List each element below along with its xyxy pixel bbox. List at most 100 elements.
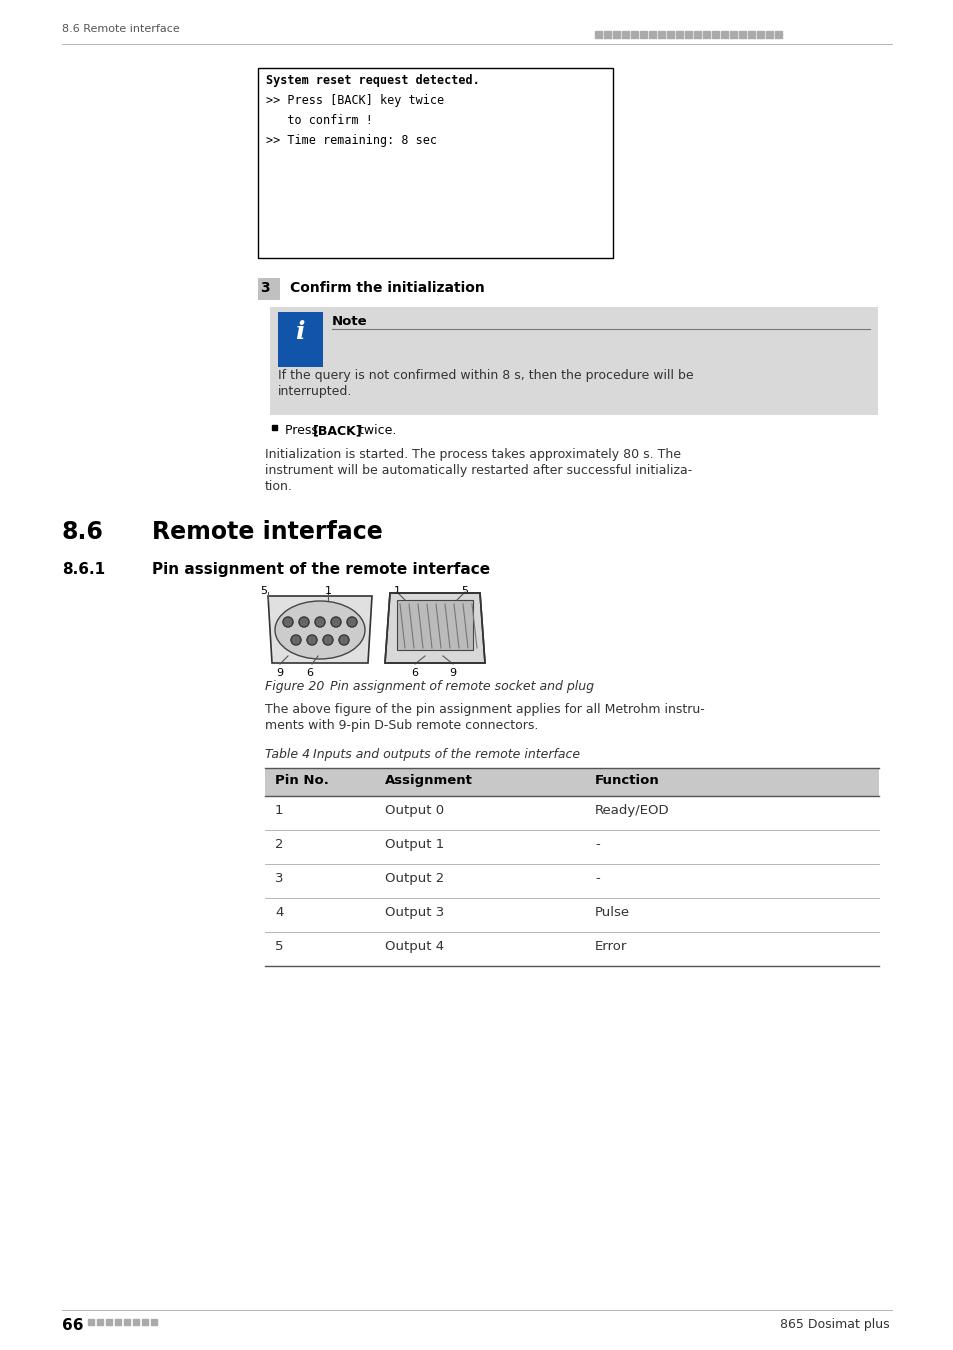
Bar — [277, 312, 323, 367]
Text: 5: 5 — [274, 940, 283, 953]
Text: 4: 4 — [274, 906, 283, 919]
Bar — [595, 31, 601, 38]
Text: System reset request detected.: System reset request detected. — [266, 74, 479, 86]
Text: Output 2: Output 2 — [385, 872, 444, 886]
Text: to confirm !: to confirm ! — [266, 113, 373, 127]
Circle shape — [291, 634, 301, 645]
Circle shape — [338, 634, 349, 645]
Text: 3: 3 — [260, 281, 270, 296]
Text: Figure 20: Figure 20 — [265, 680, 324, 693]
Bar — [257, 68, 613, 258]
Text: Assignment: Assignment — [385, 774, 473, 787]
Bar — [774, 31, 781, 38]
Bar — [729, 31, 737, 38]
Bar — [97, 1319, 103, 1324]
Text: >> Time remaining: 8 sec: >> Time remaining: 8 sec — [266, 134, 436, 147]
Polygon shape — [268, 595, 372, 663]
Text: Function: Function — [595, 774, 659, 787]
Text: tion.: tion. — [265, 481, 293, 493]
Circle shape — [283, 617, 293, 626]
Text: Output 0: Output 0 — [385, 805, 444, 817]
Text: Press: Press — [285, 424, 321, 437]
Text: -: - — [595, 838, 599, 850]
Bar — [711, 31, 719, 38]
Circle shape — [323, 634, 333, 645]
Bar — [757, 31, 763, 38]
Text: interrupted.: interrupted. — [277, 385, 352, 398]
Bar — [658, 31, 664, 38]
Circle shape — [331, 617, 340, 626]
Bar — [88, 1319, 94, 1324]
Text: Pin No.: Pin No. — [274, 774, 329, 787]
Text: -: - — [595, 872, 599, 886]
Bar — [115, 1319, 121, 1324]
Text: 6: 6 — [306, 668, 314, 678]
Text: 9: 9 — [276, 668, 283, 678]
Bar — [639, 31, 646, 38]
Bar — [747, 31, 754, 38]
Text: 8.6: 8.6 — [62, 520, 104, 544]
Polygon shape — [385, 593, 484, 663]
Text: 8.6 Remote interface: 8.6 Remote interface — [62, 24, 179, 34]
Bar — [666, 31, 673, 38]
Bar — [124, 1319, 130, 1324]
Text: 865 Dosimat plus: 865 Dosimat plus — [780, 1318, 889, 1331]
Bar — [621, 31, 628, 38]
Text: 6: 6 — [411, 668, 418, 678]
Text: 5: 5 — [260, 586, 267, 595]
Ellipse shape — [274, 601, 365, 659]
Circle shape — [298, 617, 309, 626]
Bar — [396, 599, 473, 649]
Bar — [693, 31, 700, 38]
Circle shape — [307, 634, 316, 645]
Bar — [132, 1319, 139, 1324]
Bar — [272, 425, 276, 431]
Text: Pin assignment of the remote interface: Pin assignment of the remote interface — [152, 562, 490, 576]
Bar — [720, 31, 727, 38]
Text: instrument will be automatically restarted after successful initializa-: instrument will be automatically restart… — [265, 464, 692, 477]
Text: 5: 5 — [461, 586, 468, 595]
Text: Output 3: Output 3 — [385, 906, 444, 919]
Text: If the query is not confirmed within 8 s, then the procedure will be: If the query is not confirmed within 8 s… — [277, 369, 693, 382]
Text: Ready/EOD: Ready/EOD — [595, 805, 669, 817]
Text: 8.6.1: 8.6.1 — [62, 562, 105, 576]
Bar — [765, 31, 772, 38]
Text: Initialization is started. The process takes approximately 80 s. The: Initialization is started. The process t… — [265, 448, 680, 460]
Text: Error: Error — [595, 940, 627, 953]
Bar — [265, 768, 878, 796]
Text: 2: 2 — [274, 838, 283, 850]
Text: Table 4: Table 4 — [265, 748, 310, 761]
Text: Pin assignment of remote socket and plug: Pin assignment of remote socket and plug — [330, 680, 594, 693]
Bar — [106, 1319, 112, 1324]
Text: Note: Note — [332, 315, 367, 328]
Text: Output 1: Output 1 — [385, 838, 444, 850]
Text: [BACK]: [BACK] — [313, 424, 362, 437]
Bar — [684, 31, 691, 38]
Text: 3: 3 — [274, 872, 283, 886]
Text: Confirm the initialization: Confirm the initialization — [290, 281, 484, 296]
Bar — [630, 31, 638, 38]
Text: 66: 66 — [62, 1318, 84, 1332]
Text: 1: 1 — [274, 805, 283, 817]
Text: ments with 9-pin D-Sub remote connectors.: ments with 9-pin D-Sub remote connectors… — [265, 720, 537, 732]
Text: 1: 1 — [393, 586, 400, 595]
Text: 9: 9 — [449, 668, 456, 678]
Text: Inputs and outputs of the remote interface: Inputs and outputs of the remote interfa… — [313, 748, 579, 761]
Text: The above figure of the pin assignment applies for all Metrohm instru-: The above figure of the pin assignment a… — [265, 703, 704, 716]
Text: 1: 1 — [324, 586, 331, 595]
Bar — [142, 1319, 148, 1324]
Bar — [739, 31, 745, 38]
Text: Pulse: Pulse — [595, 906, 630, 919]
Text: >> Press [BACK] key twice: >> Press [BACK] key twice — [266, 95, 444, 107]
Text: i: i — [294, 320, 304, 344]
Bar — [702, 31, 709, 38]
Text: Output 4: Output 4 — [385, 940, 444, 953]
Text: twice.: twice. — [355, 424, 395, 437]
Bar — [603, 31, 610, 38]
Text: Remote interface: Remote interface — [152, 520, 382, 544]
Bar — [151, 1319, 157, 1324]
Circle shape — [347, 617, 356, 626]
Bar — [270, 306, 877, 414]
Bar — [257, 278, 280, 300]
Circle shape — [314, 617, 325, 626]
